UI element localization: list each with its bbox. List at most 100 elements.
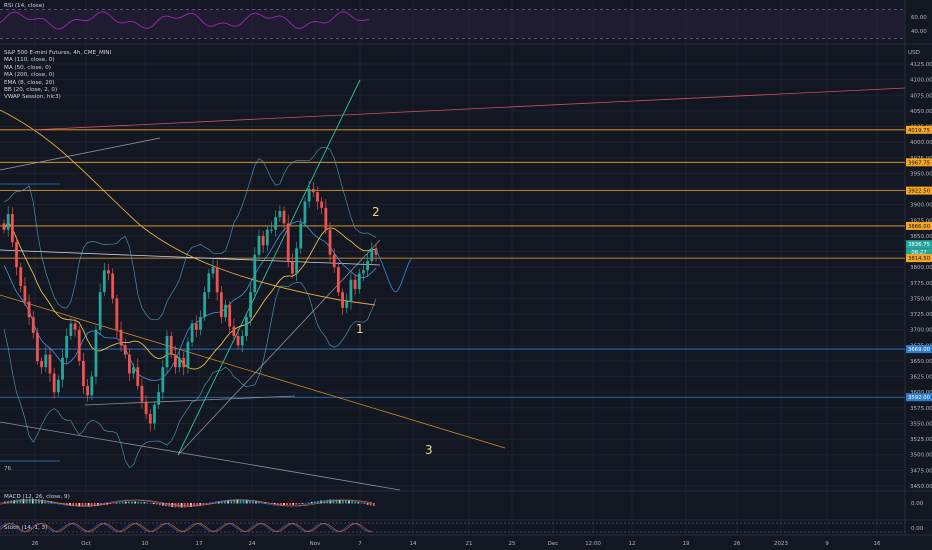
candle-body [328,229,332,255]
moving-average-yellow [3,221,377,370]
candle-body [232,326,236,336]
price-tick: 3600.00 [910,390,932,396]
candle-body [265,229,269,246]
price-label-bg [906,158,932,167]
macd-bar [115,502,118,504]
candle-body [127,354,131,374]
trendline-red [29,87,906,131]
candle-body [219,292,223,318]
macd-bar [180,503,183,508]
candle-body [366,260,370,271]
macd-bar [351,501,353,504]
macd-bar [171,503,174,507]
price-label: 3592.00 [908,395,931,401]
indicator-ema8[interactable]: EMA (8, close, 20) [4,79,55,86]
macd-bar [193,503,195,507]
candle-body [48,354,52,374]
macd-bar [295,503,298,505]
bollinger-lower [3,282,377,469]
price-label: 3922.50 [908,189,931,195]
macd-bar [307,502,310,504]
legend-block: S&P 500 E-mini Futures, 4h, CME_MINI MA … [4,50,111,102]
candle-body [90,376,94,396]
macd-bar [118,502,121,504]
price-tick: 3850.00 [910,234,932,240]
macd-bar [245,499,248,504]
candle-body [148,414,152,424]
price-label: 3866.00 [908,224,931,230]
macd-bar [236,499,239,504]
indicator-vwap[interactable]: VWAP Session, hlc3) [4,94,61,101]
macd-bar [276,503,279,505]
macd-bar [252,500,254,504]
candle-body [374,248,378,255]
macd-bar [72,503,74,507]
macd-bar [183,503,186,508]
macd-bar [332,499,335,504]
macd-bar [214,501,217,504]
candle-body [107,270,110,274]
trendline-orange [0,294,506,449]
candle-body [56,379,60,393]
candle-body [65,335,69,358]
candle-body [82,360,85,386]
macd-bar [146,502,149,504]
macd-bar [341,499,344,504]
candle-body [357,273,361,290]
candle-body [40,360,44,368]
grid-horizontal [0,63,905,487]
macd-bar [81,503,84,507]
price-label: 08:27 [911,250,926,256]
candle-body [199,317,202,330]
time-tick: 14 [410,541,417,547]
indicator-ma50[interactable]: MA (50, close, 0) [4,64,51,71]
macd-signal-line [0,499,373,507]
macd-label: MACD (12, 26, close, 9) [4,494,70,500]
candle-body [102,270,106,293]
price-tick: 3775.00 [910,281,932,287]
macd-bar [134,501,136,504]
candle-body [336,267,340,293]
macd-bar [53,502,56,504]
indicator-ma200[interactable]: MA (200, close, 0) [4,72,55,79]
price-label-bg [906,186,932,195]
stoch-k [0,523,373,532]
macd-tick: 0.00 [911,501,924,507]
candle-body [245,317,248,336]
price-label: 3814.50 [908,256,931,262]
macd-bar [4,501,6,504]
candle-body [186,342,190,368]
candle-body [69,323,73,336]
macd-bar [159,503,161,506]
indicator-bb[interactable]: BB (20, close, 2, 0) [4,87,58,94]
price-label-bg [906,254,932,263]
candle-body [303,201,307,224]
candle-body [31,317,35,333]
candle-body [23,285,27,302]
candles [2,180,378,432]
macd-bar [292,503,295,505]
time-tick: 25 [509,541,516,547]
candle-body [44,354,48,368]
candle-body [362,270,365,274]
macd-bar [75,503,78,507]
price-label-bg [906,221,932,230]
indicator-ma110[interactable]: MA (110, close, 0) [4,57,55,64]
annotation-2: 2 [372,205,380,219]
rsi-band [0,9,905,39]
price-tick: 3525.00 [910,437,932,443]
macd-bar [186,503,189,508]
price-label-bg [906,345,932,354]
symbol-header[interactable]: S&P 500 E-mini Futures, 4h, CME_MINI [4,50,112,56]
candle-body [136,367,140,386]
macd-bar [298,503,301,505]
macd-bar [78,503,81,507]
stoch-tick: 0.00 [911,526,924,532]
price-tick: 4050.00 [910,109,932,115]
macd-bar [304,502,307,504]
stoch-d [0,523,373,532]
macd-bar [357,502,360,504]
trendlines [0,79,906,491]
macd-bar [38,499,40,504]
